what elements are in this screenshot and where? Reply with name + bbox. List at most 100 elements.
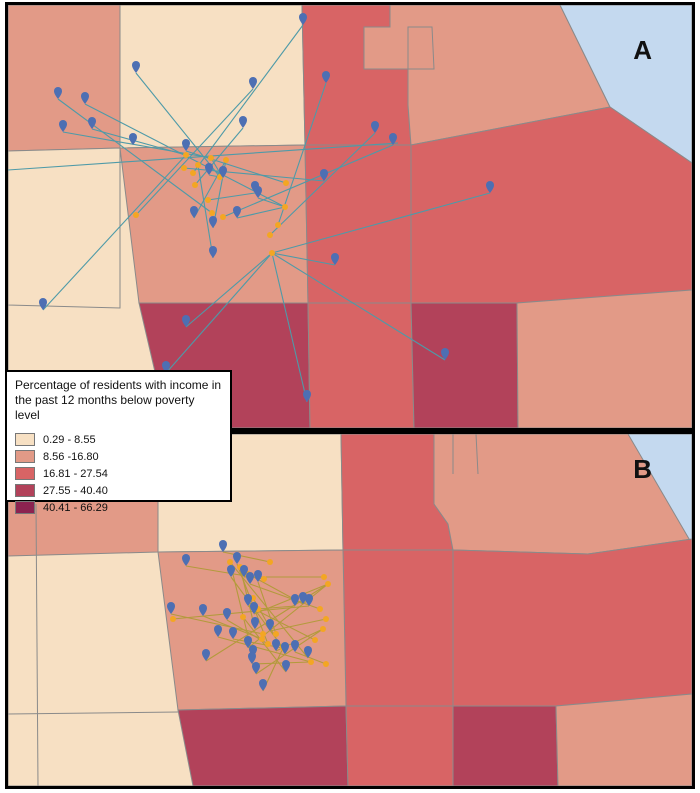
origin-pin-icon [441,348,449,360]
tract [410,302,519,428]
origin-pin-icon [322,71,330,83]
destination-dot-icon [325,581,331,587]
origin-pin-icon [291,640,299,652]
map-a-canvas [8,5,692,428]
legend-swatch [15,501,35,514]
origin-pin-icon [190,206,198,218]
tract [119,5,306,149]
map-legend: Percentage of residents with income in t… [5,370,232,514]
origin-pin-icon [272,639,280,651]
origin-pin-icon [132,61,140,73]
destination-dot-icon [190,170,196,176]
origin-pin-icon [54,87,62,99]
origin-pin-icon [249,77,257,89]
origin-pin-icon [282,660,290,672]
flow-line [236,206,286,219]
destination-dot-icon [282,204,288,210]
destination-dot-icon [312,637,318,643]
origin-pin-icon [303,390,311,402]
legend-item: 27.55 - 40.40 [15,482,222,499]
origin-pin-icon [209,216,217,228]
tracts-b [8,434,692,786]
origin-pin-icon [233,206,241,218]
destination-dot-icon [223,157,229,163]
destination-dot-icon [269,250,275,256]
origin-pin-icon [331,253,339,265]
destination-dot-icon [133,212,139,218]
flow-line [185,252,273,328]
legend-item: 16.81 - 27.54 [15,465,222,482]
origin-pin-icon [299,592,307,604]
lake [559,5,692,164]
flow-line [255,628,324,675]
flow-line [271,252,446,361]
flow-line [217,636,312,663]
origin-pin-icon [223,608,231,620]
origin-pin-icon [39,298,47,310]
flow-line [192,24,304,174]
flow-line [271,252,336,266]
origin-pin-icon [305,594,313,606]
origin-pin-icon [88,117,96,129]
destination-dot-icon [220,214,226,220]
tract [407,26,435,70]
map-b-canvas [8,434,692,786]
destination-dot-icon [267,232,273,238]
destination-dot-icon [323,616,329,622]
origin-pin-icon [209,246,217,258]
flow-line [257,197,286,208]
tract [307,302,415,428]
legend-swatch [15,484,35,497]
origin-pin-icon [254,186,262,198]
origin-pin-icon [254,570,262,582]
origin-pin-icon [214,625,222,637]
flow-line [251,661,312,665]
origin-pin-icon [281,642,289,654]
destination-dot-icon [320,626,326,632]
destination-dot-icon [265,641,271,647]
legend-title: Percentage of residents with income in t… [15,378,222,422]
flow-line [172,605,310,620]
flow-line [253,583,329,615]
destination-dot-icon [317,606,323,612]
tract [555,693,692,786]
origin-pin-icon [239,116,247,128]
origin-pin-icon [199,604,207,616]
flow-line [271,252,308,403]
flow-line [57,98,213,214]
destination-dot-icon [275,222,281,228]
flow-line [185,150,287,184]
destination-dot-icon [208,155,214,161]
origin-pin-icon [227,565,235,577]
origin-pin-icon [219,540,227,552]
origin-pin-icon [59,120,67,132]
flow-line [135,88,254,216]
origin-pin-icon [244,594,252,606]
origin-pin-icon [299,13,307,25]
origin-pin-icon [202,649,210,661]
destination-dot-icon [261,576,267,582]
legend-label: 0.29 - 8.55 [43,433,96,446]
destination-dot-icon [283,180,289,186]
map-panel-b: B [5,431,695,789]
origin-pin-icon [248,652,256,664]
tract [516,289,692,428]
destination-dot-icon [183,152,189,158]
legend-item: 40.41 - 66.29 [15,499,222,516]
legend-label: 16.81 - 27.54 [43,467,108,480]
destination-dot-icon [209,210,215,216]
origin-pin-icon [259,679,267,691]
origin-pin-icon [291,594,299,606]
origin-pin-icon [219,166,227,178]
panel-label-b: B [633,454,652,484]
origin-pin-icon [304,646,312,658]
flow-line [269,618,327,632]
tract [8,147,121,309]
tract [345,705,454,786]
flow-line [294,651,327,665]
origin-pin-icon [250,602,258,614]
flow-line [222,551,271,563]
destination-dot-icon [259,636,265,642]
origin-pin-icon [182,139,190,151]
origin-pin-icon [233,552,241,564]
